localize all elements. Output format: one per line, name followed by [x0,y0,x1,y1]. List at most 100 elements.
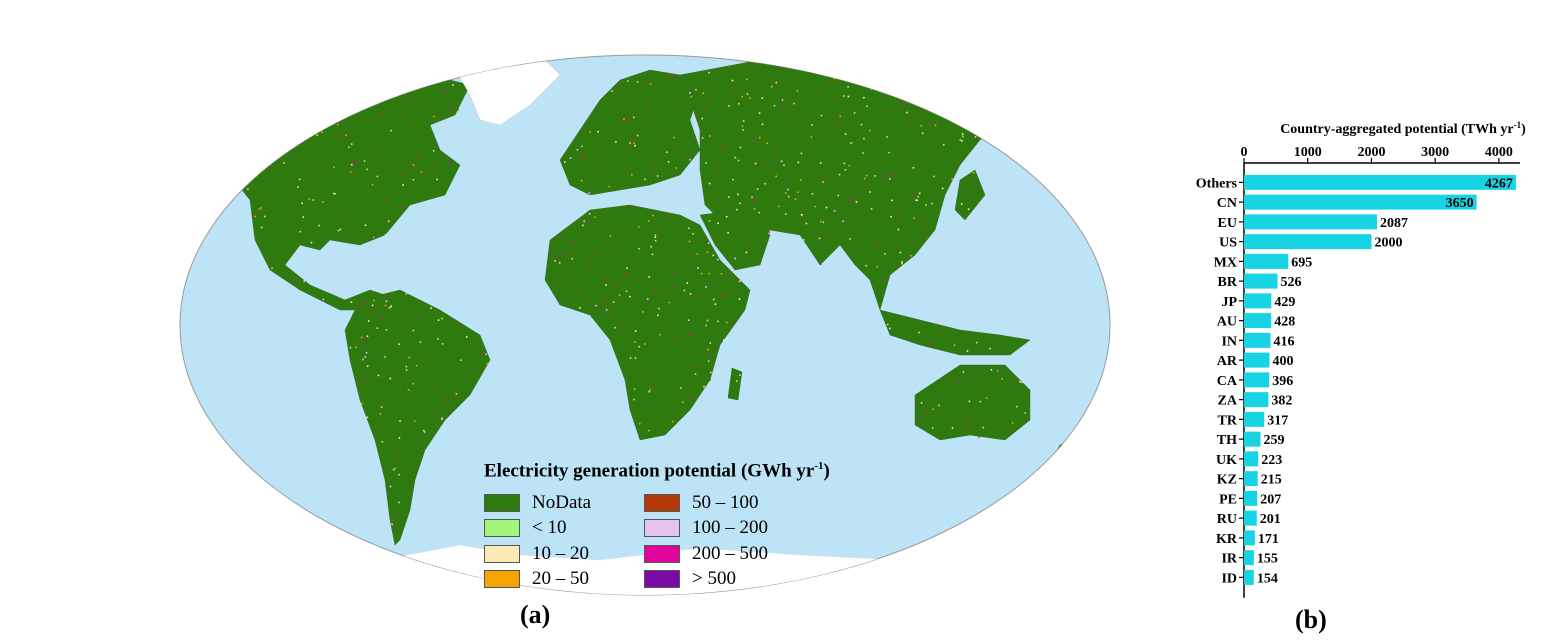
potential-speck [697,267,699,269]
potential-speck [819,263,822,265]
potential-speck [1021,381,1023,384]
potential-speck [714,303,717,306]
potential-speck [918,331,920,334]
category-label: MX [1214,255,1237,270]
potential-speck [922,234,924,237]
potential-speck [707,353,710,355]
potential-speck [480,352,483,355]
legend-item: 10 – 20 [484,541,644,567]
category-label: CA [1217,374,1238,389]
bar [1244,569,1254,585]
potential-speck [250,103,252,105]
potential-speck [399,420,401,422]
potential-speck [423,431,426,433]
potential-speck [835,97,837,99]
chart-panel: Country-aggregated potential (TWh yr-1) … [1160,0,1542,637]
potential-speck [352,72,355,75]
potential-speck [707,348,709,351]
bar [1244,174,1516,190]
potential-speck [647,220,650,222]
potential-speck [689,158,691,161]
potential-speck [310,84,313,86]
potential-speck [648,390,650,393]
potential-speck [301,202,304,205]
potential-speck [187,114,190,117]
potential-speck [384,233,387,236]
potential-speck [228,111,231,114]
potential-speck [316,93,318,95]
potential-speck [650,245,652,248]
potential-speck [888,151,890,154]
potential-speck [938,404,940,407]
potential-speck [352,97,355,100]
potential-speck [646,298,649,300]
potential-speck [863,137,865,140]
potential-speck [745,78,748,81]
potential-speck [732,323,735,326]
potential-speck [844,133,847,135]
potential-speck [384,200,386,203]
potential-speck [708,220,711,222]
potential-speck [800,179,802,181]
potential-speck [412,382,415,385]
potential-speck [954,99,956,102]
bar [1244,372,1270,388]
potential-speck [883,178,886,180]
potential-speck [869,129,871,132]
potential-speck [342,135,345,137]
potential-speck [214,139,217,141]
potential-speck [380,406,383,408]
potential-speck [1011,422,1014,424]
potential-speck [989,347,991,350]
potential-speck [308,198,311,200]
potential-speck [746,93,749,95]
potential-speck [649,104,651,107]
bar-value-label: 154 [1257,571,1278,586]
potential-speck [804,169,806,171]
potential-speck [739,374,741,376]
bar-value-label: 223 [1261,453,1282,468]
potential-speck [354,161,357,164]
potential-speck [805,222,808,225]
potential-speck [636,134,639,137]
potential-speck [896,267,899,270]
potential-speck [717,258,719,261]
potential-speck [758,112,761,115]
potential-speck [830,82,832,84]
potential-speck [373,236,375,239]
potential-speck [571,252,574,254]
potential-speck [942,333,945,335]
potential-speck [931,202,933,205]
potential-speck [260,207,262,209]
potential-speck [842,95,845,97]
potential-speck [998,348,1000,351]
category-label: AU [1217,315,1237,330]
potential-speck [381,441,384,443]
chart-title: Country-aggregated potential (TWh yr-1) [1280,120,1526,137]
potential-speck [783,164,785,167]
potential-speck [688,334,691,336]
category-label: PE [1219,492,1237,507]
potential-speck [738,102,740,105]
potential-speck [747,240,749,243]
legend-item: > 500 [644,567,814,593]
potential-speck [395,514,398,517]
potential-speck [367,320,370,322]
potential-speck [709,342,712,344]
potential-speck [670,75,672,78]
potential-speck [737,159,740,162]
potential-speck [727,232,729,234]
potential-speck [962,135,964,138]
potential-speck [553,281,556,284]
bar [1244,234,1372,250]
potential-speck [449,107,452,110]
potential-speck [868,62,871,65]
potential-speck [380,111,383,114]
potential-speck [405,292,408,295]
potential-speck [811,124,813,126]
potential-speck [402,82,404,85]
potential-speck [731,79,734,82]
potential-speck [626,80,629,82]
potential-speck [785,192,787,194]
potential-speck [657,314,659,317]
